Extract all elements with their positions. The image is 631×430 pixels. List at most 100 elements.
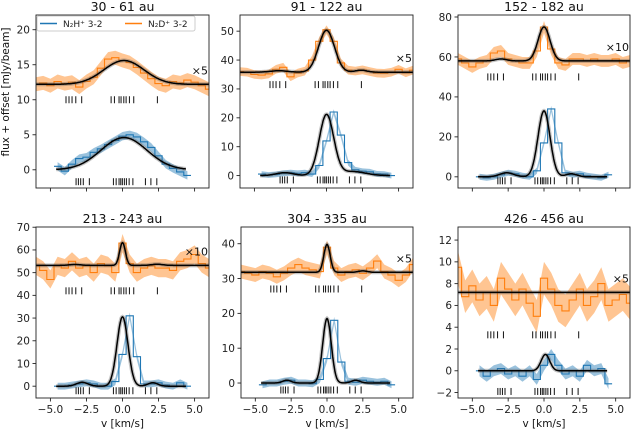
- n2hp-model-fit: [56, 315, 186, 387]
- x-tick-label: 5.0: [186, 404, 203, 416]
- y-tick-label: 0: [23, 165, 30, 177]
- y-tick-label: 15: [17, 60, 30, 72]
- panel-title: 426 - 456 au: [504, 211, 584, 226]
- x-tick-label: 5.0: [607, 404, 624, 416]
- n2hp-observed-spectrum: [475, 108, 613, 179]
- panel-2: 0 10 20 30 40 50 91 - 122 au ×5: [221, 0, 414, 192]
- x-tick-label: 2.5: [354, 404, 371, 416]
- y-tick-label: 12: [439, 235, 452, 247]
- y-tick-label: 20: [17, 25, 30, 37]
- panel-6: −5.0 −2.5 0.0 2.5 5.0 −2 0 2 4 6 8 10 12 426 - 456 au…: [437, 211, 631, 430]
- panel-title: 91 - 122 au: [291, 0, 363, 14]
- scale-factor-label: ×10: [606, 41, 629, 54]
- n2dp-posterior-samples: [240, 28, 413, 75]
- y-axis-label: flux + offset [mJy/beam]: [0, 27, 12, 156]
- plot-area: [458, 251, 630, 395]
- n2dp-uncertainty-band: [458, 21, 630, 73]
- x-tick-label: 0.0: [319, 404, 336, 416]
- y-tick-label: 30: [222, 273, 235, 285]
- y-tick-label: 8: [445, 278, 452, 290]
- n2hp-uncertainty-band: [479, 349, 609, 390]
- x-tick-label: −5.0: [38, 404, 64, 416]
- y-tick-label: 20: [439, 132, 452, 144]
- n2dp-model-fit: [36, 241, 209, 267]
- n2hp-posterior-samples: [56, 314, 186, 389]
- x-tick-label: −5.0: [243, 404, 269, 416]
- plot-area: [241, 240, 413, 394]
- plot-area: [458, 21, 630, 185]
- n2dp-uncertainty-band: [36, 50, 209, 97]
- panel-1: 0 5 10 15 20 30 - 61 au ×5: [17, 0, 210, 192]
- x-tick-label: 5.0: [390, 404, 407, 416]
- panel-title: 213 - 243 au: [83, 211, 163, 226]
- n2dp-model-fit: [36, 59, 209, 86]
- x-axis-label: v [km/s]: [101, 418, 144, 430]
- n2hp-model-fit: [260, 113, 390, 177]
- y-tick-label: 70: [17, 222, 30, 234]
- y-tick-label: 0: [445, 366, 452, 378]
- scale-factor-label: ×5: [396, 252, 412, 265]
- n2dp-uncertainty-band: [36, 234, 209, 289]
- panel-5: −5.0 −2.5 0.0 2.5 5.0 0 10 20 30 40 304 - 335 au ×5…: [222, 211, 414, 430]
- n2dp-model-fit: [458, 26, 630, 62]
- panel-title: 30 - 61 au: [91, 0, 155, 14]
- x-tick-label: −2.5: [278, 404, 304, 416]
- x-tick-label: −2.5: [74, 404, 100, 416]
- y-tick-label: 0: [23, 381, 30, 393]
- legend: N₂H⁺ 3-2 N₂D⁺ 3-2: [36, 15, 196, 32]
- plot-area: [240, 25, 413, 184]
- y-tick-label: 10: [17, 95, 30, 107]
- n2hp-model-fit: [478, 353, 608, 372]
- n2hp-observed-spectrum: [258, 319, 396, 386]
- panel-4: −5.0 −2.5 0.0 2.5 5.0 0 10 20 30 40 50 60 70 213 - 24…: [17, 211, 210, 430]
- y-tick-label: 50: [17, 267, 30, 279]
- y-tick-label: 20: [17, 336, 30, 348]
- axes-frame: [35, 14, 210, 189]
- x-tick-label: −5.0: [460, 404, 486, 416]
- y-tick-label: 80: [439, 12, 452, 24]
- y-tick-label: 40: [439, 92, 452, 104]
- x-axis-label: v [km/s]: [305, 418, 348, 430]
- y-tick-label: 0: [445, 172, 452, 184]
- n2dp-uncertainty-band: [241, 240, 413, 288]
- x-tick-label: 2.5: [571, 404, 588, 416]
- y-tick-label: 20: [221, 113, 234, 125]
- y-tick-label: 40: [222, 239, 235, 251]
- y-tick-label: 10: [17, 358, 30, 370]
- n2hp-uncertainty-band: [57, 130, 188, 180]
- legend-entry: N₂D⁺ 3-2: [148, 20, 188, 30]
- n2dp-model-fit: [241, 243, 413, 274]
- n2hp-posterior-samples: [478, 108, 608, 179]
- scale-factor-label: ×10: [185, 245, 208, 258]
- x-axis-label: v [km/s]: [522, 418, 565, 430]
- panel-3: 0 20 40 60 80 152 - 182 au ×10: [439, 0, 631, 192]
- scale-factor-label: ×5: [192, 64, 208, 77]
- y-tick-label: 10: [439, 257, 452, 269]
- n2hp-uncertainty-band: [262, 316, 392, 389]
- n2hp-observed-spectrum: [475, 353, 613, 385]
- n2hp-uncertainty-band: [57, 312, 188, 390]
- y-tick-label: 0: [227, 170, 234, 182]
- y-tick-label: 40: [17, 290, 30, 302]
- n2hp-posterior-samples: [261, 315, 391, 385]
- n2hp-model-fit: [261, 317, 391, 384]
- scale-factor-label: ×5: [396, 52, 412, 65]
- y-tick-label: 6: [445, 300, 452, 312]
- legend-box: [36, 15, 196, 32]
- y-tick-label: 0: [228, 378, 235, 390]
- y-tick-label: 4: [445, 322, 452, 334]
- n2hp-uncertainty-band: [261, 109, 392, 179]
- y-tick-label: 60: [439, 52, 452, 64]
- axes-frame: [239, 14, 414, 189]
- axes-frame: [457, 14, 631, 189]
- n2dp-model-fit: [240, 29, 413, 73]
- scale-factor-label: ×5: [613, 272, 629, 285]
- x-tick-label: 0.0: [536, 404, 553, 416]
- y-tick-label: 5: [23, 130, 30, 142]
- panel-title: 304 - 335 au: [287, 211, 367, 226]
- n2dp-observed-spectrum: [36, 242, 209, 281]
- y-tick-label: 30: [221, 84, 234, 96]
- legend-entry: N₂H⁺ 3-2: [63, 20, 102, 30]
